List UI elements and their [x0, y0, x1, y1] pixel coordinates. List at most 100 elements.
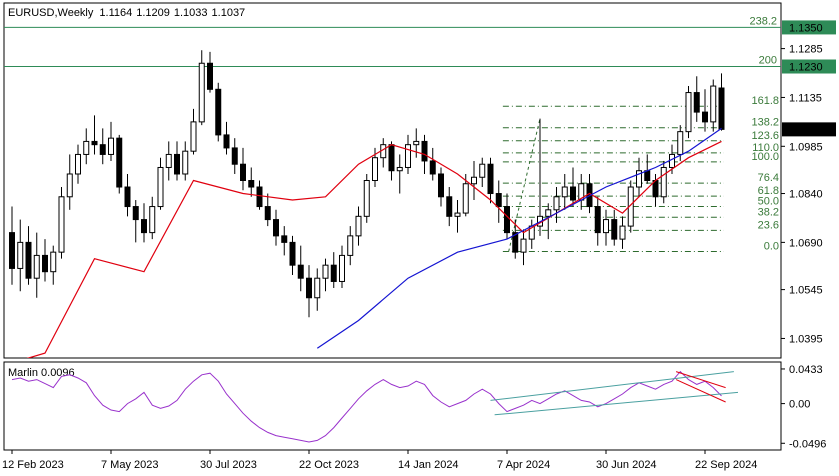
bull-candle	[108, 137, 114, 155]
bear-candle	[306, 277, 312, 299]
bear-candle	[297, 264, 304, 279]
level-percent-label: 200	[759, 55, 777, 67]
bear-candle	[718, 87, 725, 130]
channel-lower-line	[494, 391, 739, 416]
bear-candle	[487, 163, 494, 195]
level-price-label: 1.1230	[789, 62, 823, 74]
price-tick-label: 1.0690	[789, 237, 823, 249]
level-price-box	[782, 59, 836, 74]
bear-candle	[570, 186, 576, 201]
price-tick-label: 1.1135	[789, 92, 822, 104]
time-tick-label: 7 Apr 2024	[497, 459, 550, 471]
bear-candle	[594, 206, 601, 234]
chart-header: EURUSD,Weekly 1.1164 1.1209 1.1033 1.1037	[8, 7, 245, 19]
price-tick-label: 1.0840	[789, 189, 823, 201]
bull-candle	[17, 241, 24, 269]
fib-level-label: 23.6	[758, 219, 779, 231]
bull-candle	[75, 153, 81, 175]
bull-candle	[182, 150, 189, 175]
bull-candle	[83, 140, 90, 155]
bull-candle	[677, 131, 684, 155]
divergence-line-upper	[675, 371, 726, 389]
time-tick-label: 14 Jan 2024	[398, 459, 459, 471]
bear-candle	[504, 206, 510, 234]
time-tick-label: 30 Jun 2024	[596, 459, 657, 471]
bull-candle	[405, 144, 411, 168]
bear-candle	[264, 206, 271, 221]
moving-average-slow	[316, 127, 722, 349]
bear-candle	[240, 163, 246, 181]
bull-candle	[190, 121, 197, 152]
bull-candle	[669, 153, 675, 168]
bull-candle	[149, 206, 156, 234]
bull-candle	[471, 176, 477, 185]
time-tick-label: 22 Sep 2024	[695, 459, 757, 471]
bear-candle	[174, 153, 180, 175]
price-axis: 1.1285 1.1135 1.0985 1.0840 1.0690 1.0545 1.03…	[781, 20, 836, 345]
bull-candle	[198, 62, 205, 123]
level-percent-label: 238.2	[749, 15, 777, 27]
bull-candle	[50, 251, 57, 273]
level-price-label: 1.1350	[789, 22, 823, 34]
fib-level-label: 161.8	[751, 95, 779, 107]
bear-candle	[248, 180, 255, 188]
indicator-tick-label: -0.0496	[789, 438, 826, 450]
bull-candle	[372, 157, 378, 181]
bull-candle	[454, 212, 461, 217]
bear-candle	[330, 264, 337, 282]
candles-group	[9, 50, 725, 318]
bear-candle	[693, 92, 700, 113]
bull-candle	[603, 219, 609, 234]
bull-candle	[413, 140, 420, 146]
channel-upper-line	[490, 371, 734, 401]
bear-candle	[9, 232, 15, 269]
bull-candle	[636, 170, 642, 188]
fib-level-label: 100.0	[751, 151, 779, 163]
bull-candle	[396, 166, 403, 172]
bear-candle	[388, 144, 395, 172]
time-axis: 12 Feb 2023 7 May 2023 30 Jul 2023 22 Oct 2…	[2, 450, 757, 471]
bear-candle	[446, 196, 453, 217]
bear-candle	[429, 160, 436, 175]
bull-candle	[520, 238, 527, 253]
current-price-label: 1.1037	[789, 124, 823, 136]
bear-candle	[223, 134, 230, 149]
bear-candle	[207, 62, 213, 90]
fib-level-label: 76.4	[758, 172, 779, 184]
price-tick-label: 1.0985	[789, 141, 823, 153]
bull-candle	[627, 186, 634, 227]
bull-candle	[33, 254, 40, 279]
indicator-panel: Marlin 0.0096 0.0433 0.00 -0.0496	[3, 361, 826, 451]
bear-candle	[132, 206, 139, 221]
bear-candle	[421, 140, 428, 162]
bull-candle	[347, 235, 354, 256]
main-price-panel: EURUSD,Weekly 1.1164 1.1209 1.1033 1.1037 23…	[3, 2, 782, 359]
bear-candle	[42, 254, 48, 273]
bull-candle	[561, 186, 568, 198]
price-tick-label: 1.0395	[789, 333, 823, 345]
bull-candle	[685, 92, 692, 133]
time-tick-label: 30 Jul 2023	[200, 459, 257, 471]
bear-candle	[91, 140, 98, 146]
main-panel-frame	[3, 2, 782, 359]
fib-level-label: 38.2	[758, 206, 779, 218]
bull-candle	[660, 166, 667, 198]
fib-level-label: 50.0	[758, 196, 779, 208]
fib-level-label: 0.0	[764, 241, 779, 253]
bear-candle	[273, 219, 279, 237]
bear-candle	[116, 137, 123, 188]
level-price-box	[782, 20, 836, 35]
bull-candle	[314, 277, 321, 299]
bear-candle	[611, 219, 618, 240]
bear-candle	[256, 186, 263, 208]
indicator-tick-label: 0.0433	[789, 364, 823, 376]
bear-candle	[124, 186, 131, 208]
bear-candle	[25, 241, 32, 279]
bear-candle	[141, 219, 147, 234]
bear-candle	[231, 147, 238, 165]
divergence-line-lower	[675, 379, 726, 403]
price-tick-label: 1.0545	[789, 285, 823, 297]
